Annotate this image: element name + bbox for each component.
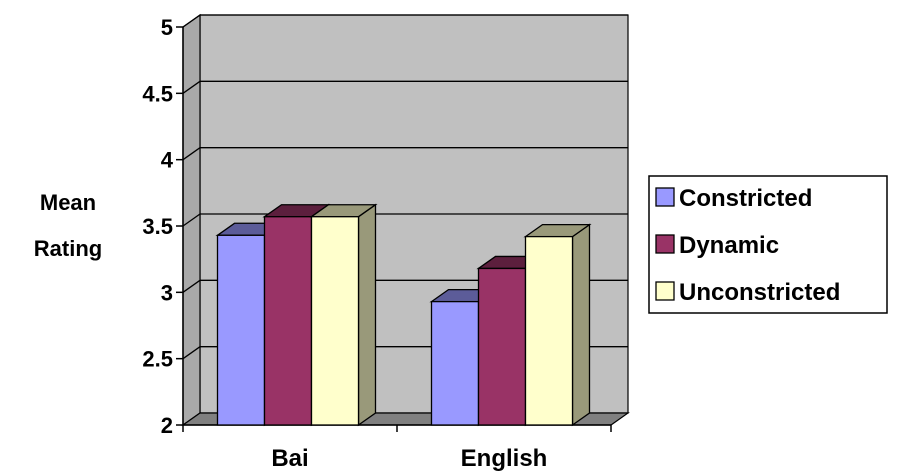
y-tick-label: 4 xyxy=(161,148,174,173)
y-tick-labels: 2 2.5 3 3.5 4 4.5 5 xyxy=(142,15,173,438)
legend-box xyxy=(648,175,888,314)
gridline-side xyxy=(182,213,201,227)
legend-label: Constricted xyxy=(679,185,812,212)
y-axis-title-line-1: Mean xyxy=(40,190,96,215)
y-tick-label: 3 xyxy=(161,280,173,305)
y-tick-label: 2.5 xyxy=(142,347,173,372)
bar xyxy=(430,300,480,426)
bar xyxy=(216,234,266,426)
y-tick-label: 5 xyxy=(161,15,173,40)
y-tick-label: 2 xyxy=(161,413,173,438)
legend-label: Dynamic xyxy=(679,232,779,259)
x-category-labels: Bai English xyxy=(271,445,547,472)
legend-swatch xyxy=(655,281,675,301)
y-tick-label: 4.5 xyxy=(142,81,173,106)
gridline-side xyxy=(182,346,201,360)
y-axis-title-line-2: Rating xyxy=(34,236,102,261)
bar xyxy=(263,216,313,426)
legend: Constricted Dynamic Unconstricted xyxy=(648,175,888,314)
gridline-side xyxy=(182,14,201,28)
legend-swatch xyxy=(655,234,675,254)
legend-label: Unconstricted xyxy=(679,279,840,306)
x-category-label: Bai xyxy=(271,445,308,472)
y-tick-label: 3.5 xyxy=(142,214,173,239)
gridline-side xyxy=(182,279,201,293)
legend-swatch xyxy=(655,187,675,207)
bar xyxy=(524,235,574,426)
bars xyxy=(215,203,592,427)
bar xyxy=(477,267,527,426)
bar-side xyxy=(571,223,591,427)
gridline-side xyxy=(182,80,201,94)
bar xyxy=(310,216,360,426)
bar-side xyxy=(357,203,377,427)
gridline-side xyxy=(182,147,201,161)
x-category-label: English xyxy=(461,445,548,472)
